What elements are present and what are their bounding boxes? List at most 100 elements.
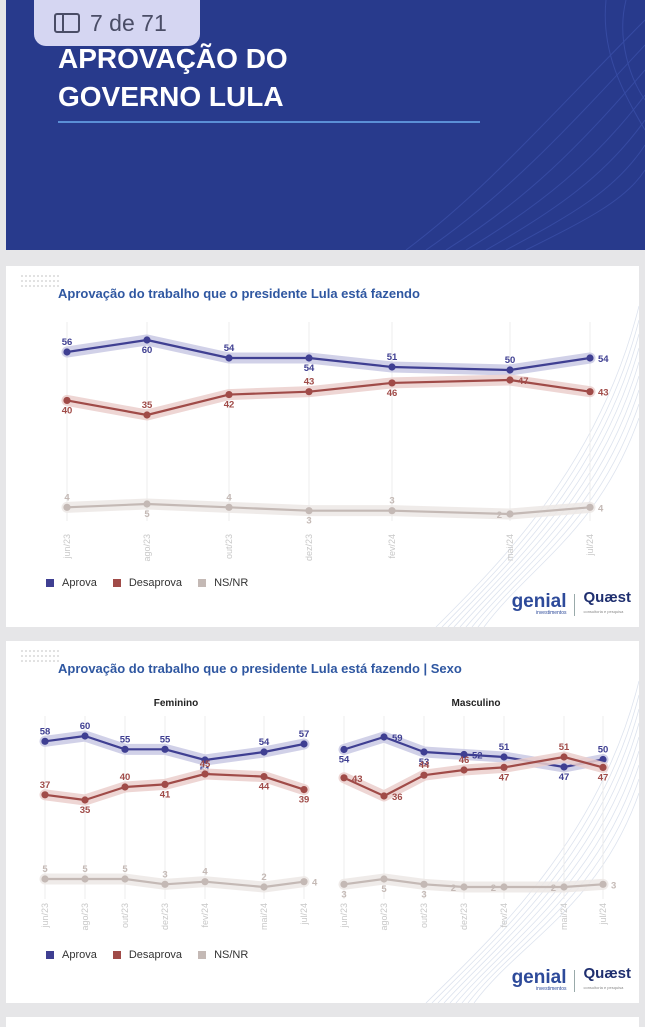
masc-data-point-nsnr xyxy=(420,880,428,888)
c1-data-label-aprova: 54 xyxy=(598,354,609,365)
c1-data-point-nsnr xyxy=(143,500,151,508)
dots-decoration xyxy=(20,275,60,290)
fem-data-point-desaprova xyxy=(81,796,89,804)
masc-data-label-desaprova: 47 xyxy=(598,772,609,783)
c1-data-point-desaprova xyxy=(506,376,514,384)
masc-data-label-nsnr: 5 xyxy=(381,884,387,895)
masc-data-point-aprova xyxy=(560,763,568,771)
page-count: 7 de 71 xyxy=(90,9,167,36)
masc-x-tick-label: jun/23 xyxy=(339,903,349,929)
c1-data-point-aprova xyxy=(388,363,396,371)
wave-line xyxy=(455,750,639,1003)
panel-title-feminino: Feminino xyxy=(154,698,198,709)
masc-data-label-aprova: 47 xyxy=(559,772,570,783)
c1-x-tick-label: jun/23 xyxy=(62,534,72,560)
masc-x-tick-label: mai/24 xyxy=(559,903,569,930)
fem-data-point-aprova xyxy=(260,748,268,756)
masc-data-label-desaprova: 44 xyxy=(419,760,430,771)
masc-data-label-nsnr: 3 xyxy=(421,889,426,900)
c1-x-tick-label: out/23 xyxy=(224,534,234,559)
quaest-logo-sub: consultoria e pesquisa xyxy=(583,985,624,990)
masc-data-point-desaprova xyxy=(380,792,388,800)
masc-data-point-desaprova xyxy=(599,763,607,771)
banner-title-line1: APROVAÇÃO DO xyxy=(58,43,288,74)
fem-data-point-desaprova xyxy=(300,786,308,794)
fem-data-point-nsnr xyxy=(41,875,49,883)
chart-title: Aprovação do trabalho que o presidente L… xyxy=(58,286,420,301)
masc-data-point-nsnr xyxy=(340,880,348,888)
c1-data-label-nsnr: 5 xyxy=(144,509,150,520)
fem-x-tick-label: out/23 xyxy=(120,903,130,928)
legend-swatch-desaprova xyxy=(112,579,121,587)
c1-data-point-desaprova xyxy=(225,390,233,399)
fem-data-point-desaprova xyxy=(161,780,169,788)
genial-logo-sub: investimentos xyxy=(535,610,567,616)
wave-line xyxy=(477,403,639,627)
quaest-logo: Quæst consultoria e pesquisa xyxy=(583,590,631,619)
logo-separator xyxy=(574,970,576,992)
fem-x-tick-label: jun/23 xyxy=(40,903,50,929)
legend-swatch-desaprova xyxy=(112,951,121,959)
legend-item-aprova: Aprova xyxy=(46,577,97,589)
masc-data-point-desaprova xyxy=(340,774,348,782)
c1-data-label-desaprova: 47 xyxy=(518,376,529,387)
fem-data-point-aprova xyxy=(300,740,308,748)
fem-data-point-aprova xyxy=(81,732,89,740)
masc-data-point-nsnr xyxy=(500,883,508,891)
fem-data-label-nsnr: 2 xyxy=(261,872,266,883)
masc-data-point-aprova xyxy=(420,748,428,756)
c1-data-label-desaprova: 43 xyxy=(304,377,315,388)
legend-swatch-nsnr xyxy=(198,951,207,959)
masc-data-label-desaprova: 51 xyxy=(559,742,570,753)
masc-data-point-nsnr xyxy=(460,883,468,891)
c1-data-label-nsnr: 4 xyxy=(64,492,70,503)
legend-label-desaprova: Desaprova xyxy=(128,577,183,589)
masc-data-label-aprova: 52 xyxy=(472,751,483,762)
c1-data-point-aprova xyxy=(506,366,514,374)
masc-data-label-desaprova: 47 xyxy=(499,772,510,783)
c1-data-point-desaprova xyxy=(388,379,396,387)
c1-data-label-aprova: 54 xyxy=(224,343,235,354)
logo-separator xyxy=(574,594,576,616)
c1-x-tick-label: ago/23 xyxy=(142,534,152,562)
wave-line xyxy=(465,375,639,627)
c1-data-point-aprova xyxy=(143,336,151,344)
chart-approval-by-sex: Feminino Masculino jun/23 ago/23 out/23 dez/2… xyxy=(39,680,639,1003)
fem-data-label-nsnr: 5 xyxy=(122,864,128,875)
c1-data-label-aprova: 60 xyxy=(142,345,153,356)
genial-logo-text: genial xyxy=(511,967,567,988)
legend-label-aprova: Aprova xyxy=(62,577,97,589)
fem-data-label-aprova: 57 xyxy=(299,729,310,740)
legend-label-desaprova: Desaprova xyxy=(128,949,183,961)
legend-swatch-nsnr xyxy=(198,579,207,587)
next-slide-card xyxy=(6,1017,639,1027)
masc-data-point-aprova xyxy=(380,733,388,741)
legend-swatch-aprova xyxy=(46,951,54,959)
fem-data-label-desaprova: 44 xyxy=(259,782,270,793)
fem-data-label-aprova: 55 xyxy=(160,734,171,745)
quaest-logo-text: Quæst xyxy=(583,965,631,982)
c1-data-label-desaprova: 40 xyxy=(62,405,73,416)
c1-data-point-nsnr xyxy=(506,510,514,518)
fem-data-label-desaprova: 35 xyxy=(80,805,91,816)
legend-item-nsnr: NS/NR xyxy=(198,577,248,589)
masc-x-tick-label: jul/24 xyxy=(598,903,608,926)
fem-x-tick-label: fev/24 xyxy=(200,903,210,928)
fem-x-tick-label: dez/23 xyxy=(160,903,170,930)
fem-data-point-aprova xyxy=(201,756,209,764)
masc-data-point-desaprova xyxy=(420,771,428,779)
wave-line xyxy=(473,792,639,1003)
chart-legend: Aprova Desaprova NS/NR xyxy=(46,949,248,961)
page-indicator[interactable]: 7 de 71 xyxy=(34,0,200,46)
c1-data-point-aprova xyxy=(225,354,233,362)
c1-data-point-nsnr xyxy=(63,503,71,511)
masc-data-point-aprova xyxy=(500,753,508,761)
slide-card-approval: Aprovação do trabalho que o presidente L… xyxy=(6,266,639,627)
legend-label-nsnr: NS/NR xyxy=(214,577,249,589)
fem-data-point-desaprova xyxy=(201,770,209,778)
legend-item-desaprova: Desaprova xyxy=(112,577,183,589)
wave-line xyxy=(443,722,639,1003)
dots-decoration xyxy=(20,650,60,665)
fem-data-point-aprova xyxy=(161,745,169,753)
c1-data-point-aprova xyxy=(586,354,594,362)
